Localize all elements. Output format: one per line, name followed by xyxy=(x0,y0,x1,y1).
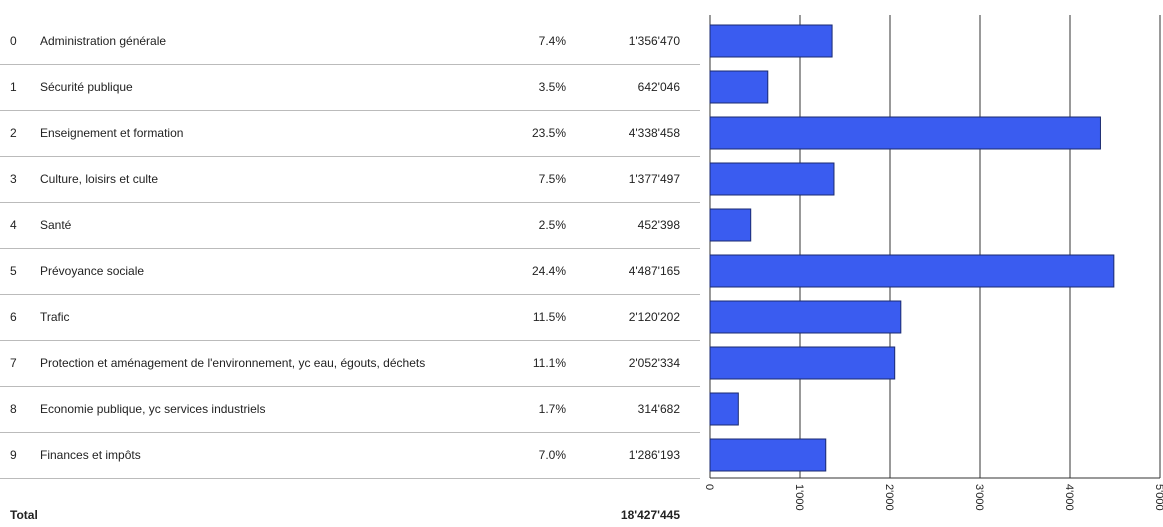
row-code: 0 xyxy=(10,33,17,48)
bar xyxy=(709,300,902,334)
row-amount: 4'338'458 xyxy=(628,125,680,140)
row-amount: 4'487'165 xyxy=(628,263,680,278)
bar xyxy=(709,392,739,426)
row-code: 7 xyxy=(10,355,17,370)
row-label: Culture, loisirs et culte xyxy=(40,171,159,186)
x-tick-label: 3'000 xyxy=(973,484,985,511)
row-amount: 642'046 xyxy=(637,79,680,94)
row-percent: 7.0% xyxy=(538,447,566,462)
row-percent: 7.5% xyxy=(538,171,566,186)
row-label: Prévoyance sociale xyxy=(40,263,145,278)
row-amount: 452'398 xyxy=(637,217,680,232)
row-amount: 314'682 xyxy=(637,401,680,416)
row-code: 8 xyxy=(10,401,17,416)
bar xyxy=(709,438,827,472)
x-tick-label: 2'000 xyxy=(883,484,895,511)
row-code: 1 xyxy=(10,79,17,94)
row-amount: 2'120'202 xyxy=(628,309,680,324)
row-separator xyxy=(0,294,700,295)
row-label: Administration générale xyxy=(40,33,167,48)
bar xyxy=(709,254,1115,288)
row-percent: 23.5% xyxy=(531,125,566,140)
row-percent: 2.5% xyxy=(538,217,566,232)
x-tick-label: 0 xyxy=(703,484,715,490)
row-separator xyxy=(0,202,700,203)
row-percent: 11.1% xyxy=(532,355,566,370)
x-tick-label: 5'000 xyxy=(1153,484,1163,511)
row-code: 9 xyxy=(10,447,17,462)
x-tick-label: 4'000 xyxy=(1063,484,1075,511)
row-label: Trafic xyxy=(40,309,70,324)
row-amount: 1'356'470 xyxy=(628,33,680,48)
row-separator xyxy=(0,386,700,387)
row-percent: 3.5% xyxy=(538,79,566,94)
row-amount: 1'377'497 xyxy=(628,171,680,186)
bar xyxy=(709,70,769,104)
row-code: 2 xyxy=(10,125,17,140)
bar xyxy=(709,116,1101,150)
row-separator xyxy=(0,432,700,433)
bar xyxy=(709,162,835,196)
row-percent: 24.4% xyxy=(531,263,566,278)
row-percent: 7.4% xyxy=(538,33,566,48)
total-amount: 18'427'445 xyxy=(620,507,680,522)
bar xyxy=(709,346,896,380)
row-code: 5 xyxy=(10,263,17,278)
row-separator xyxy=(0,340,700,341)
x-tick-label: 1'000 xyxy=(793,484,805,511)
row-code: 3 xyxy=(10,171,17,186)
row-label: Sécurité publique xyxy=(40,79,133,94)
row-label: Santé xyxy=(40,217,72,232)
row-code: 6 xyxy=(10,309,17,324)
row-percent: 1.7% xyxy=(538,401,566,416)
row-label: Finances et impôts xyxy=(40,447,141,462)
bar xyxy=(709,24,833,58)
row-amount: 2'052'334 xyxy=(628,355,680,370)
row-label: Economie publique, yc services industrie… xyxy=(40,401,266,416)
row-percent: 11.5% xyxy=(532,309,566,324)
row-label: Enseignement et formation xyxy=(40,125,184,140)
row-separator xyxy=(0,156,700,157)
row-label: Protection et aménagement de l'environne… xyxy=(40,355,426,370)
row-amount: 1'286'193 xyxy=(628,447,680,462)
row-separator xyxy=(0,478,700,479)
row-separator xyxy=(0,64,700,65)
row-separator xyxy=(0,110,700,111)
total-label: Total xyxy=(10,507,38,522)
row-separator xyxy=(0,248,700,249)
row-code: 4 xyxy=(10,217,17,232)
bar xyxy=(709,208,752,242)
